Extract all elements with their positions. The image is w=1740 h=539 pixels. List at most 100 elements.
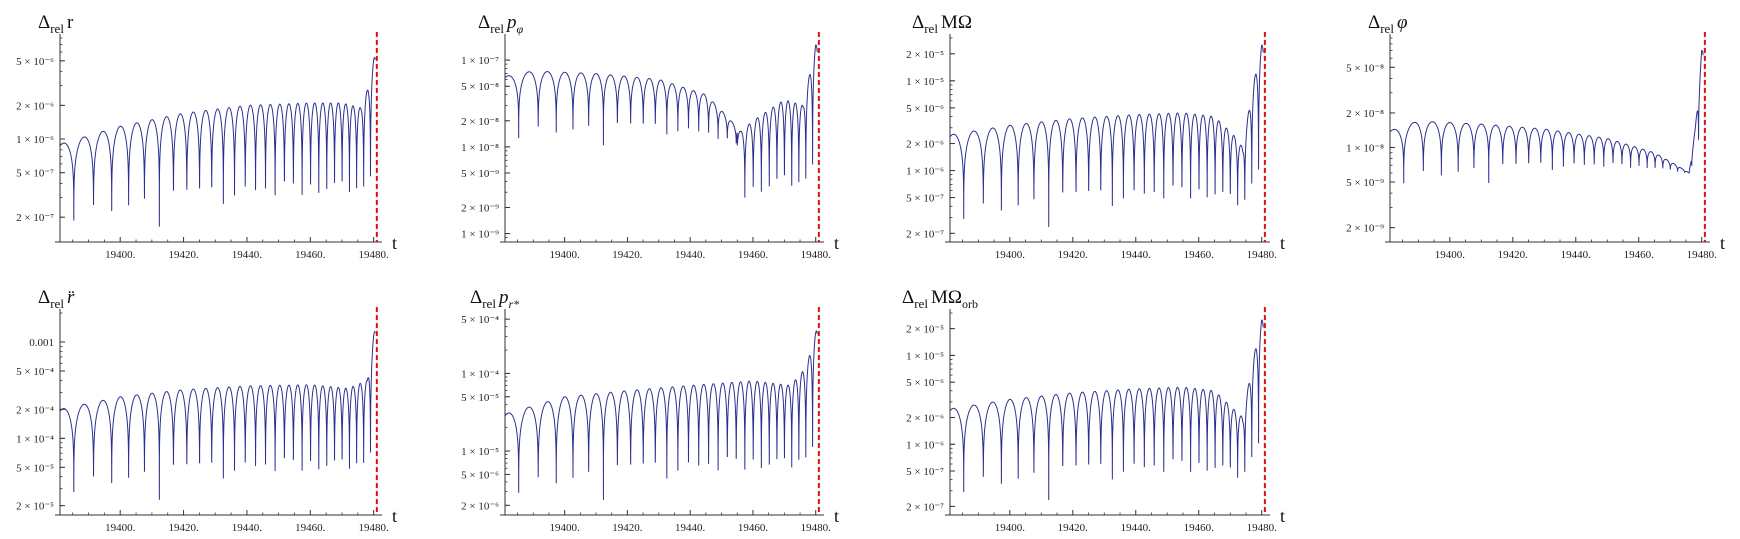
x-tick-label: 19400. [1435, 249, 1466, 261]
x-axis-label: t [1280, 233, 1285, 253]
y-tick-label: 5 × 10⁻⁷ [906, 466, 944, 478]
x-axis-label: t [1280, 506, 1285, 526]
y-tick-label: 2 × 10⁻⁶ [16, 100, 54, 112]
x-tick-label: 19440. [232, 249, 263, 261]
series-line [59, 331, 376, 500]
x-tick-label: 19480. [801, 249, 832, 261]
series-line [504, 330, 818, 500]
panel-title: Δrel r [38, 12, 74, 36]
y-tick-label: 1 × 10⁻⁵ [906, 350, 944, 362]
x-axis-label: t [392, 506, 397, 526]
y-tick-label: 2 × 10⁻⁵ [16, 501, 54, 513]
y-tick-label: 2 × 10⁻⁴ [16, 404, 54, 416]
y-tick-label: 1 × 10⁻⁹ [461, 229, 499, 241]
x-tick-label: 19440. [675, 249, 706, 261]
y-tick-label: 1 × 10⁻⁸ [1346, 142, 1384, 154]
x-tick-label: 19440. [675, 522, 706, 534]
panel-title: Δrel pφ [478, 12, 523, 36]
x-tick-label: 19420. [612, 249, 643, 261]
series-line [1389, 50, 1704, 184]
x-tick-label: 19420. [1058, 249, 1089, 261]
x-tick-label: 19440. [1121, 249, 1152, 261]
x-tick-label: 19480. [1247, 249, 1278, 261]
y-tick-label: 5 × 10⁻⁶ [461, 469, 499, 481]
x-tick-label: 19400. [550, 249, 581, 261]
y-tick-label: 5 × 10⁻⁷ [16, 168, 54, 180]
x-tick-label: 19400. [995, 249, 1026, 261]
x-tick-label: 19460. [738, 522, 769, 534]
y-tick-label: 2 × 10⁻⁷ [906, 228, 944, 240]
y-tick-label: 5 × 10⁻⁹ [1346, 177, 1384, 189]
plot-panel: Δrel r 19400. 19420. 19440. 19460. 19480.t 5 × … [16, 12, 397, 261]
x-tick-label: 19460. [295, 249, 326, 261]
y-tick-label: 1 × 10⁻⁵ [906, 76, 944, 88]
y-tick-label: 5 × 10⁻⁴ [16, 366, 54, 378]
x-tick-label: 19400. [550, 522, 581, 534]
x-tick-label: 19480. [1247, 522, 1278, 534]
y-tick-label: 1 × 10⁻⁵ [461, 446, 499, 458]
panel-title: Δrel pr* [470, 287, 519, 311]
x-tick-label: 19400. [105, 522, 136, 534]
y-tick-label: 1 × 10⁻⁴ [461, 368, 499, 380]
panel-title: Δrel r̈ [38, 287, 75, 311]
y-tick-label: 1 × 10⁻⁴ [16, 433, 54, 445]
x-tick-label: 19440. [1561, 249, 1592, 261]
y-tick-label: 5 × 10⁻⁹ [461, 168, 499, 180]
x-axis-label: t [1720, 233, 1725, 253]
y-tick-label: 2 × 10⁻⁶ [906, 413, 944, 425]
y-tick-label: 2 × 10⁻⁹ [1346, 223, 1384, 235]
y-tick-label: 1 × 10⁻⁶ [906, 166, 944, 178]
y-tick-label: 5 × 10⁻⁶ [16, 56, 54, 68]
y-tick-label: 2 × 10⁻⁹ [461, 202, 499, 214]
y-tick-label: 2 × 10⁻⁶ [461, 500, 499, 512]
x-tick-label: 19480. [801, 522, 832, 534]
x-tick-label: 19420. [1498, 249, 1529, 261]
panel-title: Δrel φ [1368, 12, 1407, 36]
plot-panel: Δrel pφ 19400. 19420. 19440. 19460. 19480.t 1 ×… [461, 12, 839, 261]
x-tick-label: 19480. [359, 249, 390, 261]
series-line [59, 57, 376, 227]
panel-title: Δrel MΩorb [902, 287, 978, 311]
y-tick-label: 2 × 10⁻⁷ [16, 212, 54, 224]
y-tick-label: 5 × 10⁻⁵ [16, 462, 54, 474]
x-tick-label: 19400. [105, 249, 136, 261]
y-tick-label: 2 × 10⁻⁵ [906, 324, 944, 336]
x-tick-label: 19460. [1624, 249, 1655, 261]
x-tick-label: 19400. [995, 522, 1026, 534]
x-tick-label: 19480. [1687, 249, 1718, 261]
x-axis-label: t [392, 233, 397, 253]
x-tick-label: 19460. [738, 249, 769, 261]
y-tick-label: 5 × 10⁻⁷ [906, 193, 944, 205]
x-tick-label: 19420. [168, 249, 199, 261]
y-tick-label: 1 × 10⁻⁷ [461, 55, 499, 67]
x-tick-label: 19420. [612, 522, 643, 534]
y-tick-label: 0.001 [29, 337, 54, 349]
plot-panel: Δrel MΩorb 19400. 19420. 19440. 19460. 19480.t… [902, 287, 1285, 534]
plot-panel: Δrel φ 19400. 19420. 19440. 19460. 19480.t 5 × … [1346, 12, 1725, 261]
y-tick-label: 2 × 10⁻⁸ [1346, 108, 1384, 120]
y-tick-label: 2 × 10⁻⁵ [906, 49, 944, 61]
y-tick-label: 5 × 10⁻⁸ [461, 81, 499, 93]
y-tick-label: 2 × 10⁻⁷ [906, 501, 944, 513]
y-tick-label: 5 × 10⁻⁸ [1346, 62, 1384, 74]
y-tick-label: 1 × 10⁻⁸ [461, 142, 499, 154]
x-tick-label: 19460. [1184, 522, 1215, 534]
plot-panel: Δrel MΩ 19400. 19420. 19440. 19460. 19480.t 2 ×… [906, 12, 1285, 261]
y-tick-label: 5 × 10⁻⁶ [906, 377, 944, 389]
plot-panel: Δrel r̈ 19400. 19420. 19440. 19460. 19480.t 0.0… [16, 287, 397, 534]
y-tick-label: 5 × 10⁻⁴ [461, 314, 499, 326]
y-tick-label: 1 × 10⁻⁶ [906, 439, 944, 451]
x-axis-label: t [834, 233, 839, 253]
y-tick-label: 2 × 10⁻⁸ [461, 116, 499, 128]
y-tick-label: 2 × 10⁻⁶ [906, 139, 944, 151]
y-tick-label: 5 × 10⁻⁶ [906, 103, 944, 115]
x-tick-label: 19480. [359, 522, 390, 534]
y-tick-label: 5 × 10⁻⁵ [461, 392, 499, 404]
series-line [949, 319, 1264, 501]
x-tick-label: 19460. [295, 522, 326, 534]
series-line [504, 44, 818, 198]
panel-title: Δrel MΩ [912, 12, 972, 36]
x-tick-label: 19420. [168, 522, 199, 534]
x-axis-label: t [834, 506, 839, 526]
plot-panel: Δrel pr* 19400. 19420. 19440. 19460. 19480.t 5 … [461, 287, 839, 534]
